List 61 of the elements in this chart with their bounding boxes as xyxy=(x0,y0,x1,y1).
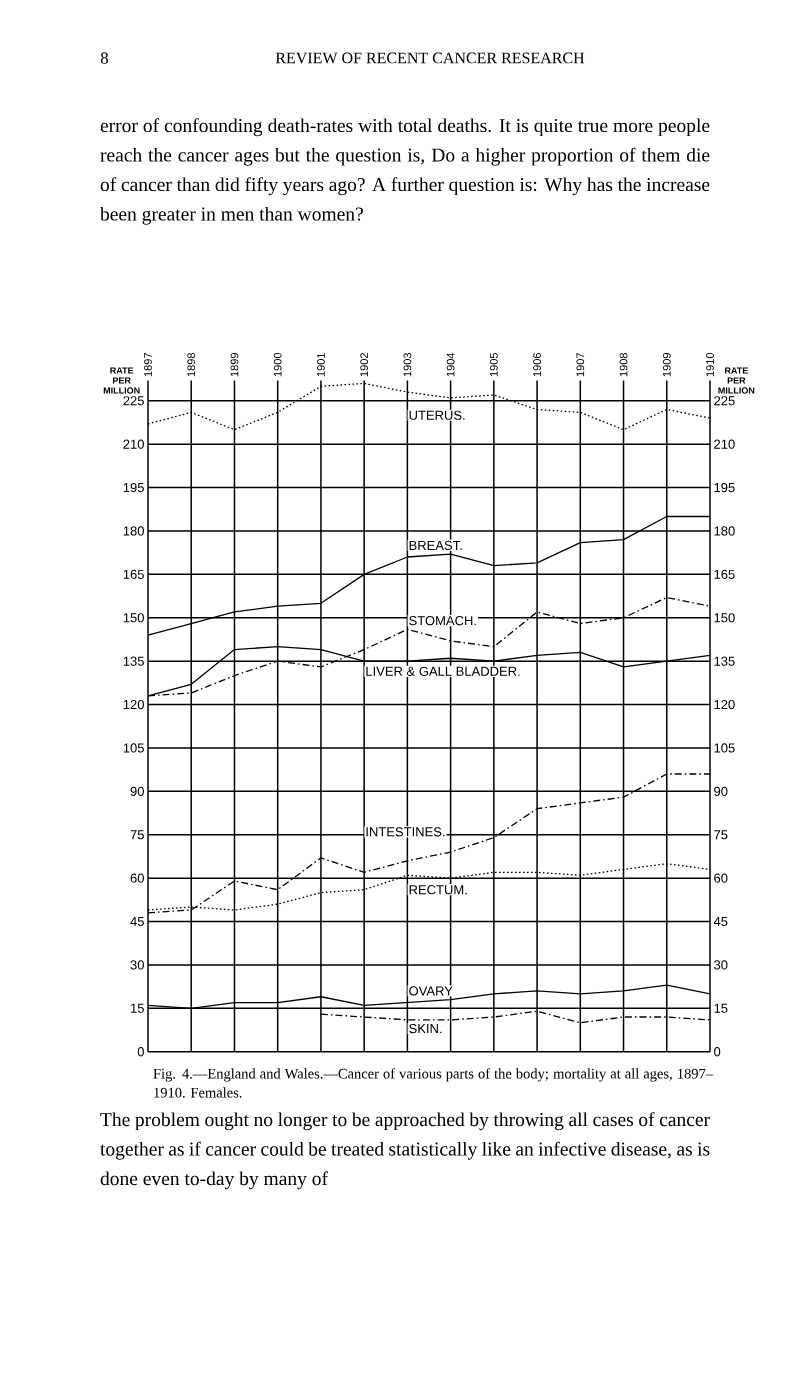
y-tick-label: 90 xyxy=(130,786,144,796)
y2-tick-label: 15 xyxy=(714,1003,728,1013)
y-tick-label: 225 xyxy=(123,396,144,406)
y-tick-label: 30 xyxy=(130,960,144,970)
text: REVIEW OF RECENT CANCER RESEARCH xyxy=(275,52,585,64)
y-tick-label: 0 xyxy=(137,1047,144,1057)
series-label: STOMACH. xyxy=(409,616,476,626)
x-tick-label: 1908 xyxy=(619,353,628,377)
y-tick-label: 120 xyxy=(123,699,144,710)
x-tick-label: 1902 xyxy=(360,353,369,377)
y2-tick-label: 75 xyxy=(714,830,728,840)
y-tick-label: 150 xyxy=(123,613,144,623)
y-tick-label: 210 xyxy=(123,439,144,449)
text: The problem ought no longer to be approached by throwing all cases of cancer together as if cancer could be treated statistically like an infective disease, as is done even to-day by many of xyxy=(100,1112,710,1190)
y2-tick-label: 30 xyxy=(714,960,728,970)
y-tick-label: 75 xyxy=(130,830,144,840)
x-tick-label: 1909 xyxy=(662,353,671,377)
y2-tick-label: 195 xyxy=(714,482,735,493)
y2-tick-label: 60 xyxy=(714,873,728,883)
text: error of confounding death-rates with total deaths. It is quite true more people reach the cancer ages but the question is, Do a higher proportion of them die of cancer than did fifty years ago? A further question is: Why has the increase been greater in men than women? xyxy=(100,118,710,225)
series-label: LIVER & GALL BLADDER. xyxy=(366,666,520,676)
series-label: INTESTINES. xyxy=(366,827,445,837)
y2-tick-label: 45 xyxy=(713,917,728,927)
series-label: UTERUS. xyxy=(409,410,465,420)
series-label: BREAST. xyxy=(409,540,462,551)
y-axis-title: RATE PER MILLION xyxy=(103,367,140,394)
x-tick-label: 1901 xyxy=(317,353,325,377)
y-tick-label: 105 xyxy=(123,743,144,753)
y-tick-label: 45 xyxy=(130,917,144,927)
text: Fig. 4.—England and Wales.—Cancer of various parts of the body; mortality at all ages, 1897–1910. Females. xyxy=(153,1068,714,1098)
x-tick-label: 1904 xyxy=(446,352,455,377)
y-tick-label: 60 xyxy=(130,873,144,883)
y2-tick-label: 120 xyxy=(714,699,735,710)
x-tick-label: 1899 xyxy=(230,353,239,377)
y-tick-label: 195 xyxy=(123,482,144,493)
x-tick-label: 1900 xyxy=(273,352,282,377)
x-tick-label: 1905 xyxy=(489,353,498,377)
x-tick-label: 1897 xyxy=(144,353,152,377)
y2-tick-label: 210 xyxy=(714,439,735,449)
y2-axis-title: RATE PER MILLION xyxy=(718,367,755,394)
y-tick-label: 165 xyxy=(123,569,144,579)
text: 8 xyxy=(100,52,109,64)
y2-tick-label: 90 xyxy=(714,786,728,796)
x-tick-label: 1898 xyxy=(187,353,196,377)
y-tick-label: 15 xyxy=(131,1003,144,1013)
y2-tick-label: 0 xyxy=(714,1047,721,1057)
series-label: RECTUM. xyxy=(409,885,467,895)
y2-tick-label: 150 xyxy=(714,613,735,623)
y-tick-label: 180 xyxy=(123,526,144,536)
y2-tick-label: 105 xyxy=(714,743,735,753)
x-tick-label: 1906 xyxy=(533,353,541,377)
series-label: SKIN. xyxy=(409,1023,442,1034)
y2-tick-label: 225 xyxy=(714,396,735,406)
x-tick-label: 1903 xyxy=(403,353,412,377)
series-label: OVARY xyxy=(409,986,453,996)
x-tick-label: 1907 xyxy=(576,353,585,377)
y2-tick-label: 180 xyxy=(714,526,735,536)
y2-tick-label: 165 xyxy=(714,569,735,579)
y-tick-label: 135 xyxy=(123,656,144,666)
x-tick-label: 1910 xyxy=(706,352,714,377)
y2-tick-label: 135 xyxy=(714,656,735,666)
